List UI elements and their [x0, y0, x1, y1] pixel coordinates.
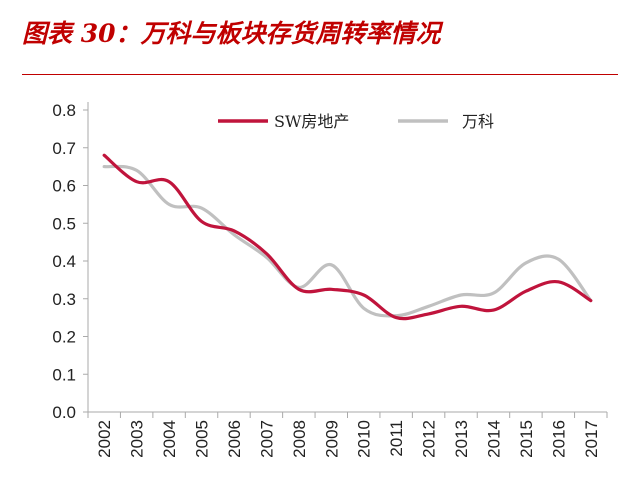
x-tick-label: 2017: [582, 420, 601, 458]
x-tick-label: 2012: [420, 420, 439, 458]
series-line-vanke: [102, 164, 593, 318]
y-tick-label: 0.1: [52, 365, 76, 384]
y-tick-label: 0.3: [52, 290, 76, 309]
x-tick-label: 2003: [128, 420, 147, 458]
chart-series: [102, 153, 593, 321]
x-tick-label: 2005: [193, 420, 212, 458]
y-tick-label: 0.6: [52, 177, 76, 196]
figure-title: 图表 30：万科与板块存货周转率情况: [22, 19, 441, 48]
y-tick-label: 0.8: [52, 101, 76, 120]
chart-axes: 0.0 0.1 0.2 0.3 0.4 0.5 0.6 0.7 0.8 2002 2003 2004 2…: [52, 101, 608, 458]
x-tick-label: 2007: [257, 420, 276, 458]
x-tick-label: 2010: [355, 420, 374, 458]
y-tick-label: 0.5: [52, 214, 76, 233]
x-tick-label: 2004: [160, 420, 179, 458]
x-tick-label: 2013: [452, 420, 471, 458]
x-tick-label: 2015: [517, 420, 536, 458]
x-tick-label: 2008: [290, 420, 309, 458]
legend-label: SW房地产: [274, 112, 349, 131]
x-tick-label: 2009: [322, 420, 341, 458]
y-tick-label: 0.4: [52, 252, 76, 271]
y-tick-label: 0.7: [52, 139, 76, 158]
legend-label: 万科: [462, 112, 494, 131]
x-tick-label: 2006: [225, 420, 244, 458]
x-tick-label: 2002: [95, 420, 114, 458]
y-tick-label: 0.2: [52, 328, 76, 347]
x-tick-label: 2014: [484, 420, 503, 458]
x-tick-label: 2016: [549, 420, 568, 458]
title-divider: [22, 74, 618, 75]
chart-legend: SW房地产 万科: [218, 112, 494, 131]
y-tick-label: 0.0: [52, 403, 76, 422]
x-tick-label: 2011: [387, 420, 406, 457]
series-line-sw-real-estate: [102, 153, 593, 321]
